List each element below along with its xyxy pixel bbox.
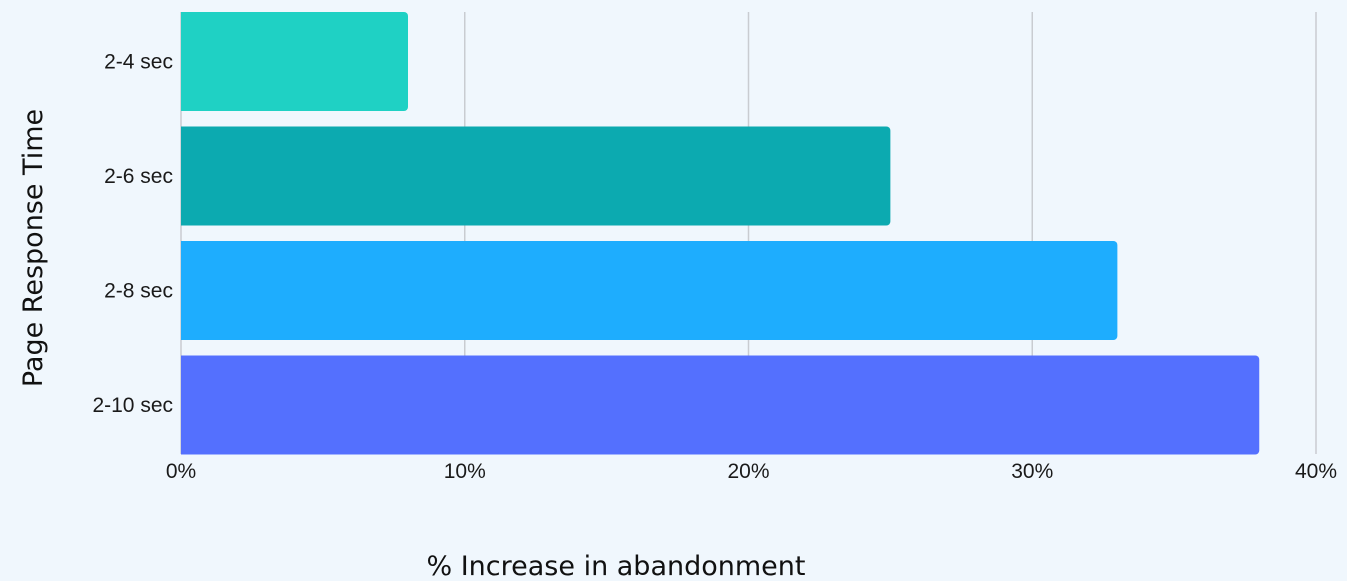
x-tick-label: 10% — [444, 460, 486, 483]
x-tick-label: 0% — [166, 460, 196, 483]
y-tick-label: 2-10 sec — [92, 394, 173, 417]
bars — [181, 12, 1260, 455]
x-tick-labels: 0% 10% 20% 30% 40% — [166, 460, 1337, 483]
x-tick-label: 20% — [727, 460, 769, 483]
x-tick-label: 30% — [1011, 460, 1053, 483]
bar-left-edge — [181, 12, 187, 111]
bar-left-edge — [181, 126, 187, 226]
bar-2-6-sec — [181, 126, 891, 226]
y-axis-title: Page Response Time — [18, 109, 49, 387]
x-axis-title: % Increase in abandonment — [426, 551, 805, 581]
bar-left-edge — [181, 241, 187, 340]
y-tick-label: 2-6 sec — [104, 165, 173, 188]
bar-2-10-sec — [181, 355, 1260, 455]
y-tick-labels: 2-4 sec 2-6 sec 2-8 sec 2-10 sec — [92, 51, 173, 418]
bar-left-edge — [181, 355, 187, 455]
x-tick-label: 40% — [1295, 460, 1337, 483]
y-tick-label: 2-4 sec — [104, 51, 173, 74]
bar-2-8-sec — [181, 241, 1118, 340]
bar-2-4-sec — [181, 12, 408, 111]
y-tick-label: 2-8 sec — [104, 280, 173, 303]
